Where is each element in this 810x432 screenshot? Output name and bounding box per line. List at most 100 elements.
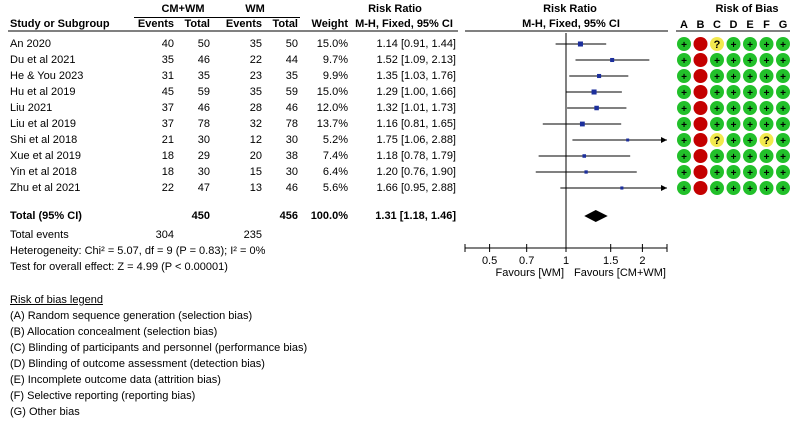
low-risk-icon: + [731,120,737,131]
ci-cell: 1.16 [0.81, 1.65] [376,118,456,130]
low-risk-icon: + [780,184,786,195]
low-risk-icon: + [747,120,753,131]
weight-cell: 7.4% [322,150,348,162]
rob-indicator [743,37,757,51]
total1-cell: 30 [197,166,210,178]
ci-cell: 1.66 [0.95, 2.88] [376,182,456,194]
ci-cell: 1.18 [0.78, 1.79] [376,150,456,162]
ci-cell: 1.75 [1.06, 2.88] [376,134,456,146]
legend-key: (C) [10,342,26,354]
total2-cell: 30 [285,134,298,146]
group2-header: WM [245,3,265,15]
rob-indicator [726,85,741,99]
low-risk-icon: + [780,168,786,179]
low-risk-icon: + [731,152,737,163]
ci-cell: 1.20 [0.76, 1.90] [376,166,456,178]
total-diamond [584,210,608,222]
low-risk-icon: + [681,168,687,179]
weight-cell: 15.0% [316,38,348,50]
total1-cell: 35 [197,70,210,82]
unclear-risk-icon: ? [763,135,770,147]
rob-indicator [710,53,724,67]
total-total1: 450 [191,210,210,222]
rob-indicator [726,133,741,147]
total-ci: 1.31 [1.18, 1.46] [375,210,456,222]
rob-indicator [743,53,757,67]
group1-header: CM+WM [161,3,205,15]
effect-marker [582,154,587,158]
study-name: He & You 2023 [10,70,84,82]
total-events2: 235 [243,229,262,241]
total2-cell: 38 [285,150,298,162]
rob-indicator [776,69,790,83]
legend-item: (B) Allocation concealment (selection bi… [10,326,217,338]
events2-header: Events [225,18,262,30]
study-name: Hu et al 2019 [10,86,76,98]
weight-header: Weight [311,18,348,30]
events2-cell: 32 [249,118,262,130]
legend-text: Incomplete outcome data (attrition bias) [24,374,221,386]
low-risk-icon: + [747,56,753,67]
events1-cell: 22 [161,182,174,194]
rob-indicator [677,85,691,99]
low-risk-icon: + [731,88,737,99]
low-risk-icon: + [731,104,737,115]
low-risk-icon: + [764,120,770,131]
low-risk-icon: + [747,136,753,147]
low-risk-icon: + [681,40,687,51]
rob-indicator [726,53,741,67]
events2-cell: 23 [249,70,262,82]
rob-indicator [759,149,774,163]
rob-column-label: G [779,19,788,31]
x-tick-label: 1 [563,255,569,267]
total2-cell: 50 [285,38,298,50]
low-risk-icon: + [780,56,786,67]
rob-indicator [693,69,708,83]
legend-title: Risk of bias legend [10,294,103,306]
rob-indicator [710,37,724,51]
method-header: M-H, Fixed, 95% CI [355,18,453,30]
total-weight: 100.0% [310,210,348,222]
total2-cell: 30 [285,166,298,178]
events2-cell: 35 [249,86,262,98]
rr-header: Risk Ratio [368,3,422,15]
legend-item: (F) Selective reporting (reporting bias) [10,390,195,402]
rob-indicator [759,165,774,179]
study-name: Liu 2021 [10,102,53,114]
effect-marker [577,41,583,47]
total2-cell: 35 [285,70,298,82]
weight-cell: 5.6% [322,182,348,194]
events2-cell: 13 [249,182,262,194]
low-risk-icon: + [764,56,770,67]
events2-cell: 28 [249,102,262,114]
group1-header-rule [134,17,242,18]
total1-cell: 30 [197,134,210,146]
total-events1: 304 [155,229,174,241]
low-risk-icon: + [714,88,720,99]
low-risk-icon: + [681,88,687,99]
rob-column-label: F [763,19,770,31]
weight-cell: 9.7% [322,54,348,66]
effect-marker [584,170,588,174]
events2-cell: 15 [249,166,262,178]
ci-arrow [661,185,667,191]
rob-indicator [677,37,691,51]
events2-cell: 12 [249,134,262,146]
total1-header: Total [184,18,210,30]
total1-cell: 46 [197,102,210,114]
ci-cell: 1.29 [1.00, 1.66] [376,86,456,98]
low-risk-icon: + [731,184,737,195]
rob-column-label: C [713,19,721,31]
effect-marker [626,138,630,142]
x-tick-label: 0.7 [519,255,534,267]
low-risk-icon: + [747,184,753,195]
rob-indicator [726,69,741,83]
low-risk-icon: + [747,168,753,179]
x-tick-label: 0.5 [482,255,497,267]
overall-effect-text: Test for overall effect: Z = 4.99 (P < 0… [10,261,228,273]
events1-header: Events [137,18,174,30]
total2-cell: 78 [285,118,298,130]
rob-indicator [677,181,691,195]
rob-indicator [693,117,708,131]
total1-cell: 29 [197,150,210,162]
